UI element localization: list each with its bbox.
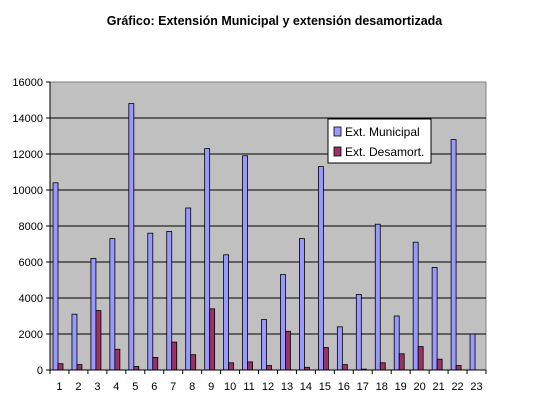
bar-ext-desamort (379, 362, 386, 371)
bar-ext-municipal (299, 238, 305, 371)
bar-ext-desamort (266, 365, 272, 371)
bar-ext-desamort (398, 353, 405, 371)
y-tick-label: 0 (37, 365, 43, 377)
x-tick-label: 13 (281, 381, 293, 393)
x-tick-label: 19 (395, 381, 407, 393)
bar-ext-desamort (455, 365, 462, 371)
legend-swatch (333, 146, 342, 157)
y-tick-label: 8000 (19, 221, 43, 233)
bar-ext-desamort (133, 365, 140, 371)
x-tick-label: 4 (113, 381, 119, 393)
x-tick-label: 8 (189, 381, 195, 393)
x-tick-label: 2 (75, 381, 81, 393)
bar-ext-municipal (223, 254, 230, 371)
y-tick-label: 12000 (12, 149, 43, 161)
bar-ext-municipal (52, 182, 59, 371)
bar-ext-desamort (247, 361, 253, 371)
x-tick-label: 15 (319, 381, 331, 393)
x-tick-label: 18 (376, 381, 388, 393)
legend-label: Ext. Desamort. (345, 145, 424, 159)
x-tick-label: 9 (208, 381, 214, 393)
bar-ext-municipal (185, 207, 192, 371)
x-tick-label: 6 (151, 381, 157, 393)
bar-ext-desamort (436, 358, 443, 371)
bar-ext-municipal (90, 257, 97, 371)
bar-ext-desamort (171, 341, 178, 371)
x-tick-label: 5 (132, 381, 138, 393)
bar-ext-desamort (190, 354, 197, 371)
y-tick-label: 6000 (19, 257, 43, 269)
x-tick-label: 10 (224, 381, 236, 393)
bar-ext-desamort (209, 308, 216, 371)
bar-ext-desamort (95, 310, 102, 371)
bar-ext-municipal (336, 326, 343, 371)
bar-ext-municipal (431, 266, 438, 371)
x-tick-label: 22 (451, 381, 463, 393)
bar-ext-municipal (71, 313, 78, 371)
chart-title: Gráfico: Extensión Municipal y extensión… (106, 14, 443, 28)
legend-label: Ext. Municipal (345, 125, 420, 139)
x-tick-label: 14 (300, 381, 312, 393)
bar-ext-municipal (261, 319, 267, 371)
bar-ext-municipal (355, 293, 362, 371)
legend-swatch (333, 126, 342, 137)
legend-box (327, 118, 432, 164)
x-tick-label: 23 (470, 381, 482, 393)
x-tick-label: 7 (170, 381, 176, 393)
bar-ext-desamort (285, 330, 291, 371)
x-tick-label: 16 (338, 381, 350, 393)
x-tick-label: 1 (56, 381, 62, 393)
y-tick-label: 10000 (12, 185, 43, 197)
bar-ext-desamort (57, 363, 64, 371)
bar-ext-municipal (450, 139, 457, 371)
x-tick-label: 11 (243, 381, 254, 393)
x-tick-label: 3 (94, 381, 100, 393)
x-tick-label: 17 (357, 381, 369, 393)
y-tick-label: 2000 (19, 329, 43, 341)
bar-ext-desamort (152, 356, 159, 371)
x-tick-label: 12 (262, 381, 274, 393)
legend: Ext. Municipal Ext. Desamort. (327, 118, 432, 164)
bar-ext-municipal (109, 238, 116, 371)
bar-ext-municipal (317, 166, 324, 371)
bar-ext-municipal (280, 274, 286, 371)
bar-ext-municipal (166, 230, 173, 371)
bar-ext-desamort (76, 364, 83, 371)
bar-ext-municipal (128, 103, 135, 371)
bar-ext-municipal (242, 155, 248, 371)
y-tick-label: 16000 (12, 77, 43, 89)
y-tick-label: 4000 (19, 293, 43, 305)
x-tick-label: 21 (432, 381, 444, 393)
bar-ext-desamort (114, 348, 121, 371)
bar-ext-desamort (322, 347, 329, 371)
y-tick-label: 14000 (12, 113, 43, 125)
bar-ext-municipal (393, 315, 400, 371)
bar-ext-municipal (469, 333, 476, 371)
bar-ext-municipal (147, 232, 154, 371)
bar-ext-desamort (228, 362, 235, 371)
bar-ext-desamort (417, 346, 424, 371)
bar-ext-municipal (412, 241, 419, 371)
bar-ext-municipal (204, 148, 211, 371)
bar-ext-desamort (341, 364, 348, 371)
x-tick-label: 20 (414, 381, 426, 393)
bar-ext-municipal (374, 223, 381, 371)
